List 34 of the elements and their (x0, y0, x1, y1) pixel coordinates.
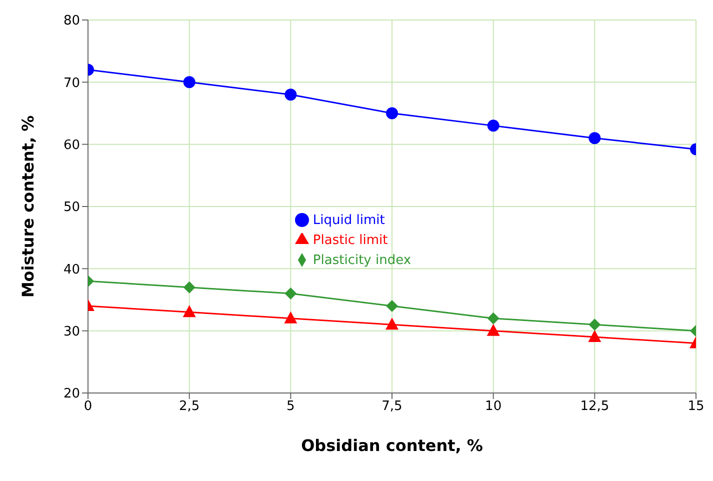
point (284, 311, 298, 324)
point (588, 132, 601, 144)
x-tick-label: 10 (485, 399, 502, 414)
legend-label: Plastic limit (312, 232, 388, 248)
y-tick-label: 20 (63, 386, 80, 402)
y-axis-title: Moisture content, % (18, 115, 38, 298)
point (386, 318, 398, 330)
x-tick-label: 2,5 (178, 399, 200, 414)
point (487, 120, 500, 132)
y-tick-label: 80 (63, 14, 80, 29)
point (588, 330, 602, 342)
point (284, 288, 297, 300)
point (183, 76, 196, 88)
point (386, 107, 398, 120)
y-tick-label: 60 (63, 138, 80, 153)
y-tick-label: 40 (63, 262, 80, 278)
x-tick-label: 5 (286, 399, 295, 414)
legend-label: Liquid limit (312, 212, 385, 228)
x-tick-label: 12,5 (580, 399, 610, 414)
x-axis-title: Obsidian content, % (301, 436, 483, 455)
y-tick-label: 70 (63, 76, 80, 91)
y-tick-label: 30 (63, 324, 80, 340)
point (487, 312, 500, 324)
point (284, 88, 297, 101)
x-tick-label: 15 (688, 399, 704, 414)
point (486, 324, 500, 336)
x-tick-label: 7,5 (382, 399, 402, 414)
point (588, 318, 601, 331)
point (182, 305, 196, 318)
x-tick-label: 0 (84, 399, 92, 414)
point (386, 300, 398, 312)
legend-label: Plasticity index (312, 252, 412, 268)
y-tick-label: 50 (63, 200, 80, 216)
point (183, 281, 196, 294)
